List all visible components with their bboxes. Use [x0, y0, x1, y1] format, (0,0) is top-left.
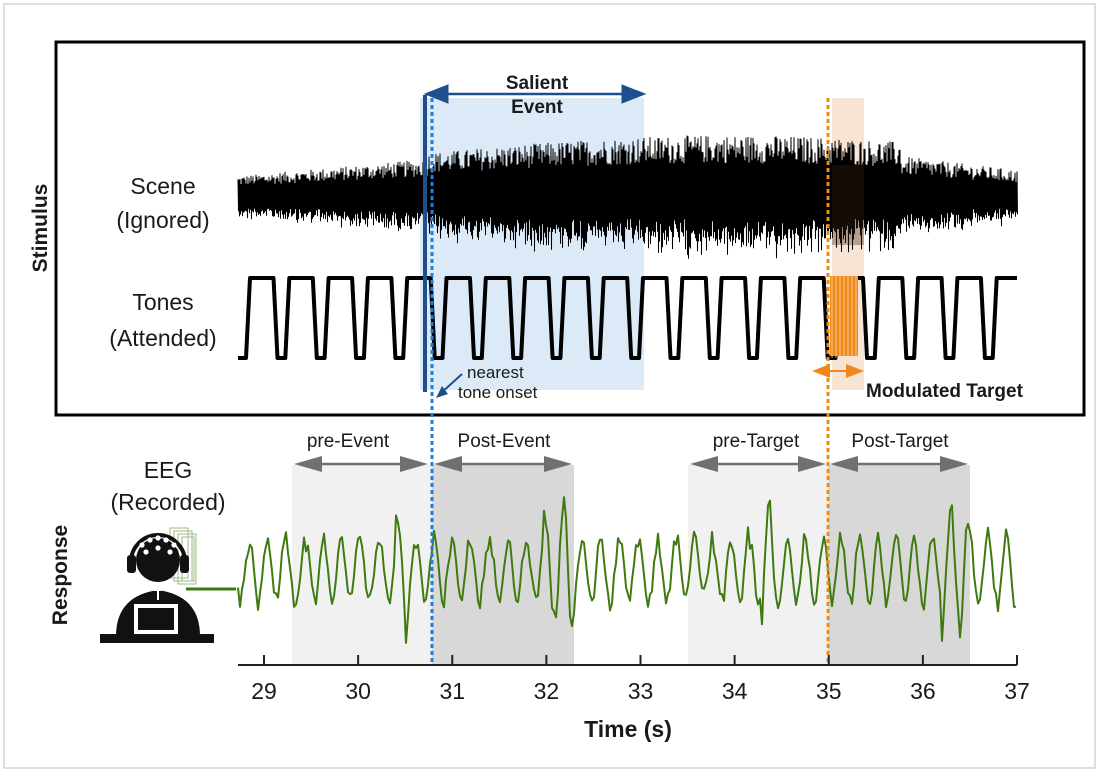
tones-label-1: Tones	[132, 289, 193, 315]
x-tick-label: 32	[534, 678, 560, 704]
scene-waveform	[237, 135, 1018, 259]
x-tick-label: 34	[722, 678, 748, 704]
tones-label-2: (Attended)	[109, 325, 216, 351]
post-event-window	[432, 465, 574, 665]
response-section-label: Response	[49, 525, 72, 625]
eeg-label-1: EEG	[144, 457, 193, 483]
pre-event-label: pre-Event	[307, 431, 390, 452]
scene-noise-trace	[237, 135, 1018, 259]
modulated-tone	[830, 276, 858, 358]
pre-event-window	[292, 465, 432, 665]
x-axis-title: Time (s)	[584, 716, 672, 742]
post-event-arrow	[434, 456, 572, 472]
outer-frame	[3, 3, 1096, 769]
salient-event-arrow	[423, 84, 647, 104]
x-tick-label: 30	[345, 678, 371, 704]
salient-event-label-2: Event	[511, 97, 563, 118]
eeg-waveform	[237, 496, 1017, 644]
response-panel	[292, 465, 970, 665]
eeg-trace	[237, 496, 1017, 644]
x-tick-label: 33	[628, 678, 654, 704]
x-tick-label: 37	[1004, 678, 1030, 704]
pre-target-arrow	[690, 456, 826, 472]
tones-waveform	[238, 276, 1017, 360]
modulated-target-label: Modulated Target	[866, 381, 1024, 402]
post-target-window	[828, 465, 970, 665]
post-target-label: Post-Target	[851, 431, 949, 452]
x-tick-label: 31	[439, 678, 465, 704]
tones-square-wave	[238, 276, 1017, 360]
nearest-onset-arrowhead	[436, 386, 448, 398]
post-target-arrow	[830, 456, 968, 472]
stimulus-section-label: Stimulus	[29, 184, 52, 273]
scene-waveform-target	[832, 165, 864, 245]
x-axis: 29 30 31 32 33 34 35 36 37	[238, 655, 1030, 704]
scene-label-1: Scene	[130, 173, 195, 199]
pre-target-label: pre-Target	[713, 431, 800, 452]
scene-target-overlay	[832, 165, 864, 245]
stimulus-box	[54, 40, 1086, 417]
eeg-label-2: (Recorded)	[110, 489, 225, 515]
x-tick-label: 29	[251, 678, 277, 704]
nearest-onset-label-1: nearest	[467, 363, 524, 382]
pre-target-window	[688, 465, 828, 665]
x-tick-label: 36	[910, 678, 936, 704]
post-event-label: Post-Event	[458, 431, 552, 452]
modulated-target-arrow	[812, 364, 864, 378]
scene-label-2: (Ignored)	[116, 207, 209, 233]
nearest-onset-label-2: tone onset	[458, 383, 538, 402]
x-tick-label: 35	[816, 678, 842, 704]
salient-event-label-1: Salient	[506, 73, 569, 94]
pre-event-arrow	[294, 456, 428, 472]
person-listening-icon	[100, 527, 236, 643]
window-arrows	[294, 456, 968, 472]
